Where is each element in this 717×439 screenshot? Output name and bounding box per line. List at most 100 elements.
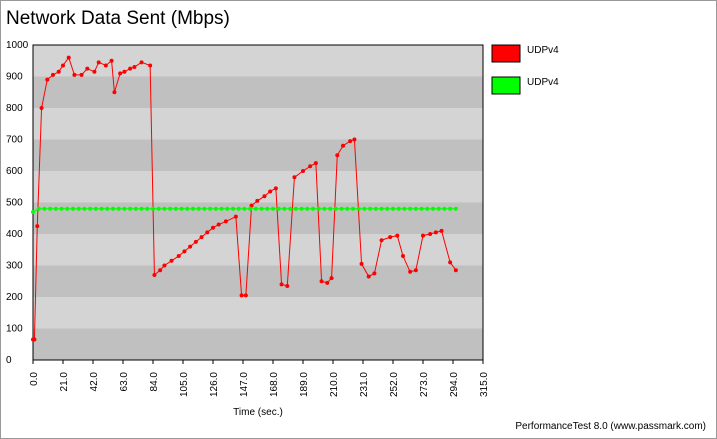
point [421, 233, 425, 238]
point [271, 206, 275, 211]
point [88, 206, 93, 211]
point [105, 206, 110, 211]
point [231, 206, 235, 211]
point [76, 206, 81, 211]
grid-band [33, 265, 483, 297]
point [308, 164, 313, 169]
grid-band [33, 234, 483, 266]
point [442, 206, 447, 211]
point [225, 206, 230, 211]
point [35, 224, 40, 229]
point [348, 139, 353, 144]
x-tick-label: 21.0 [59, 372, 70, 392]
point [233, 214, 238, 219]
grid-band [33, 45, 483, 77]
point [433, 230, 438, 235]
point [402, 206, 407, 211]
y-tick-label: 400 [6, 229, 23, 240]
point [48, 206, 53, 211]
point [299, 206, 304, 211]
point [379, 206, 384, 211]
point [408, 206, 413, 211]
point [39, 106, 44, 110]
point [273, 186, 278, 191]
x-tick-label: 42.0 [89, 372, 100, 392]
point [313, 161, 318, 166]
point [305, 206, 310, 211]
point [99, 206, 104, 211]
point [395, 233, 400, 238]
grid-band [33, 171, 483, 203]
point [366, 274, 371, 279]
point [152, 272, 157, 277]
x-tick-label: 252.0 [389, 372, 400, 397]
point [205, 230, 210, 235]
point [385, 206, 390, 211]
point [59, 206, 64, 211]
x-tick-label: 189.0 [299, 372, 310, 397]
point [72, 72, 77, 77]
point [42, 206, 47, 211]
y-tick-label: 800 [6, 103, 23, 114]
x-tick-label: 315.0 [479, 372, 490, 397]
point [109, 58, 114, 63]
point [401, 254, 405, 259]
point [325, 280, 330, 285]
point [182, 249, 187, 254]
point [259, 206, 264, 211]
point [145, 206, 150, 211]
point [329, 276, 334, 281]
point [448, 206, 453, 211]
legend-swatch [491, 76, 521, 95]
x-tick-label: 126.0 [209, 372, 220, 397]
point [265, 206, 270, 211]
point [242, 206, 247, 211]
point [328, 206, 333, 211]
point [319, 279, 324, 284]
point [413, 206, 418, 211]
point [169, 258, 174, 263]
point [93, 206, 98, 211]
point [419, 206, 424, 211]
point [139, 60, 144, 65]
point [255, 198, 260, 203]
point [219, 206, 224, 211]
point [193, 239, 198, 244]
x-axis-label: Time (sec.) [233, 407, 283, 418]
point [32, 337, 37, 342]
point [391, 206, 395, 211]
point [156, 206, 161, 211]
point [65, 206, 70, 211]
point [148, 63, 153, 68]
point [453, 268, 458, 273]
point [359, 261, 364, 266]
point [208, 206, 213, 211]
y-tick-label: 200 [6, 292, 23, 303]
point [179, 206, 184, 211]
point [292, 175, 297, 180]
point [373, 206, 378, 211]
point [128, 66, 133, 71]
point [36, 206, 41, 211]
x-tick-label: 273.0 [419, 372, 430, 397]
y-tick-label: 600 [6, 166, 23, 177]
point [79, 72, 84, 77]
point [311, 206, 315, 211]
point [436, 206, 441, 211]
point [341, 143, 345, 148]
point [356, 206, 361, 211]
point [276, 206, 281, 211]
point [335, 153, 340, 158]
point [268, 189, 273, 194]
point [61, 63, 65, 68]
point [322, 206, 327, 211]
point [162, 263, 167, 268]
point [379, 238, 384, 243]
point [92, 69, 97, 74]
x-tick-label: 105.0 [179, 372, 190, 397]
point [188, 244, 193, 249]
grid-band [33, 297, 483, 329]
point [103, 63, 108, 68]
point [288, 206, 293, 211]
point [168, 206, 173, 211]
